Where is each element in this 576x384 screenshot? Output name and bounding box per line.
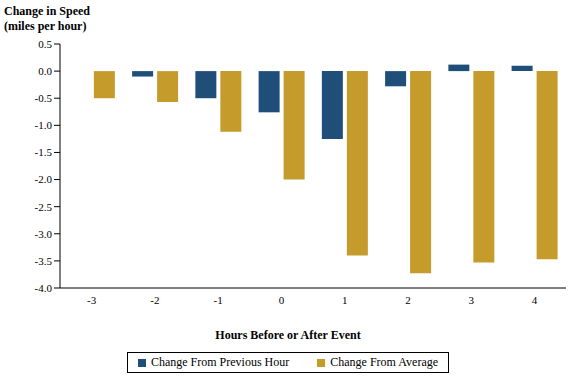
svg-text:-1.0: -1.0 xyxy=(35,119,53,131)
html-text:Change From Average: Change From Average xyxy=(330,355,438,369)
svg-text:0.5: 0.5 xyxy=(38,38,52,50)
svg-text:0: 0 xyxy=(279,294,285,306)
svg-text:-1: -1 xyxy=(214,294,223,306)
svg-text:-3.5: -3.5 xyxy=(35,255,53,267)
svg-text:-2: -2 xyxy=(150,294,159,306)
svg-text:-1.5: -1.5 xyxy=(35,146,53,158)
svg-text:-0.5: -0.5 xyxy=(35,92,53,104)
svg-text:4: 4 xyxy=(532,294,538,306)
html-text:(miles per hour): (miles per hour) xyxy=(4,19,87,33)
svg-text:3: 3 xyxy=(468,294,474,306)
svg-text:0.0: 0.0 xyxy=(38,65,52,77)
html-text:Change in Speed: Change in Speed xyxy=(4,4,90,18)
svg-text:1: 1 xyxy=(342,294,348,306)
svg-text:2: 2 xyxy=(405,294,411,306)
svg-text:-4.0: -4.0 xyxy=(35,282,53,294)
svg-text:-3.0: -3.0 xyxy=(35,228,53,240)
svg-text:-2.0: -2.0 xyxy=(35,173,53,185)
html-text:Change From Previous Hour: Change From Previous Hour xyxy=(151,355,290,369)
html-text:Hours Before or After Event: Hours Before or After Event xyxy=(215,328,361,342)
svg-text:-3: -3 xyxy=(87,294,97,306)
svg-text:-2.5: -2.5 xyxy=(35,201,53,213)
